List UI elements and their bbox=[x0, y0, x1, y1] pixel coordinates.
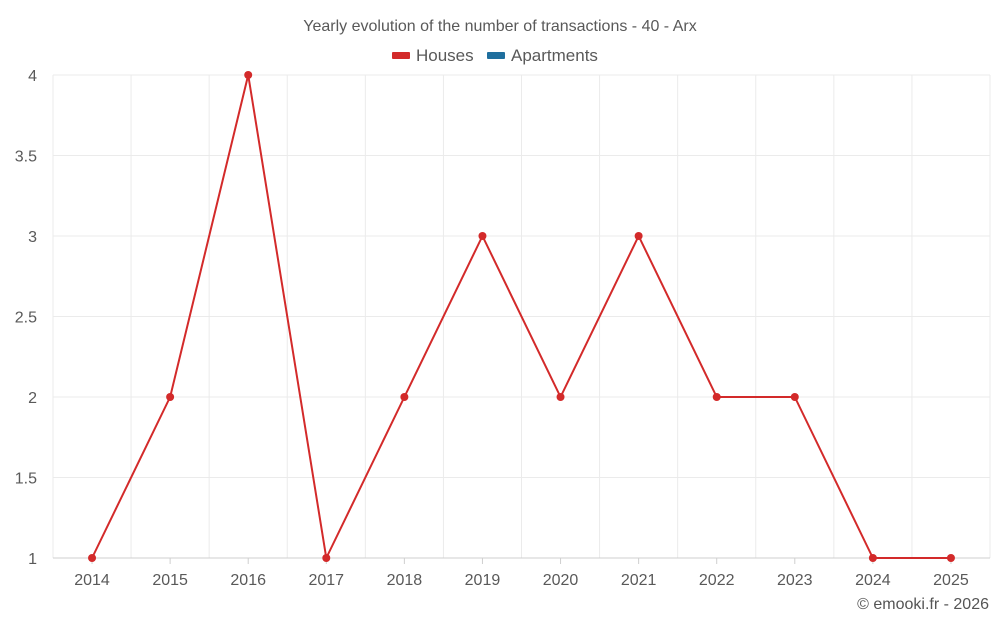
x-tick-label: 2014 bbox=[74, 572, 110, 589]
x-tick-label: 2017 bbox=[308, 572, 344, 589]
houses-point[interactable] bbox=[634, 232, 643, 240]
x-tick-label: 2025 bbox=[933, 572, 969, 589]
houses-point[interactable] bbox=[322, 554, 331, 562]
houses-point[interactable] bbox=[868, 554, 877, 562]
y-tick-label: 1 bbox=[28, 551, 37, 568]
x-tick-label: 2024 bbox=[855, 572, 891, 589]
x-tick-label: 2022 bbox=[699, 572, 735, 589]
y-tick-label: 2.5 bbox=[15, 310, 37, 327]
chart-title: Yearly evolution of the number of transa… bbox=[303, 18, 696, 35]
x-tick-label: 2016 bbox=[230, 572, 266, 589]
houses-line bbox=[91, 74, 951, 559]
houses-point[interactable] bbox=[790, 393, 799, 401]
y-tick-label: 3.5 bbox=[15, 149, 37, 166]
legend-item-apartments[interactable]: Apartments bbox=[487, 46, 598, 65]
series-houses bbox=[88, 71, 955, 562]
x-tick-label: 2023 bbox=[777, 572, 813, 589]
houses-point[interactable] bbox=[556, 393, 565, 401]
y-tick-label: 1.5 bbox=[15, 471, 37, 488]
houses-point[interactable] bbox=[166, 393, 175, 401]
credit-text: © emooki.fr - 2026 bbox=[857, 596, 989, 613]
legend-swatch-apartments bbox=[487, 52, 505, 59]
axes: 1 1.5 2 2.5 3 3.5 4 2014 2015 2016 2017 2018 2019 202… bbox=[15, 68, 990, 589]
houses-point[interactable] bbox=[478, 232, 487, 240]
houses-point[interactable] bbox=[244, 71, 253, 79]
houses-point[interactable] bbox=[88, 554, 97, 562]
legend-item-houses[interactable]: Houses bbox=[392, 46, 474, 65]
y-tick-label: 3 bbox=[28, 229, 37, 246]
x-tick-label: 2015 bbox=[152, 572, 188, 589]
legend-label-houses: Houses bbox=[416, 46, 474, 65]
x-tick-label: 2018 bbox=[387, 572, 423, 589]
legend-swatch-houses bbox=[392, 52, 410, 59]
houses-point[interactable] bbox=[946, 554, 955, 562]
x-tick-label: 2019 bbox=[465, 572, 501, 589]
legend-label-apartments: Apartments bbox=[511, 46, 598, 65]
x-tick-label: 2021 bbox=[621, 572, 657, 589]
y-tick-label: 2 bbox=[28, 390, 37, 407]
houses-point[interactable] bbox=[712, 393, 721, 401]
x-tick-label: 2020 bbox=[543, 572, 579, 589]
houses-point[interactable] bbox=[400, 393, 409, 401]
legend: Houses Apartments bbox=[392, 46, 598, 65]
y-tick-label: 4 bbox=[28, 68, 37, 85]
